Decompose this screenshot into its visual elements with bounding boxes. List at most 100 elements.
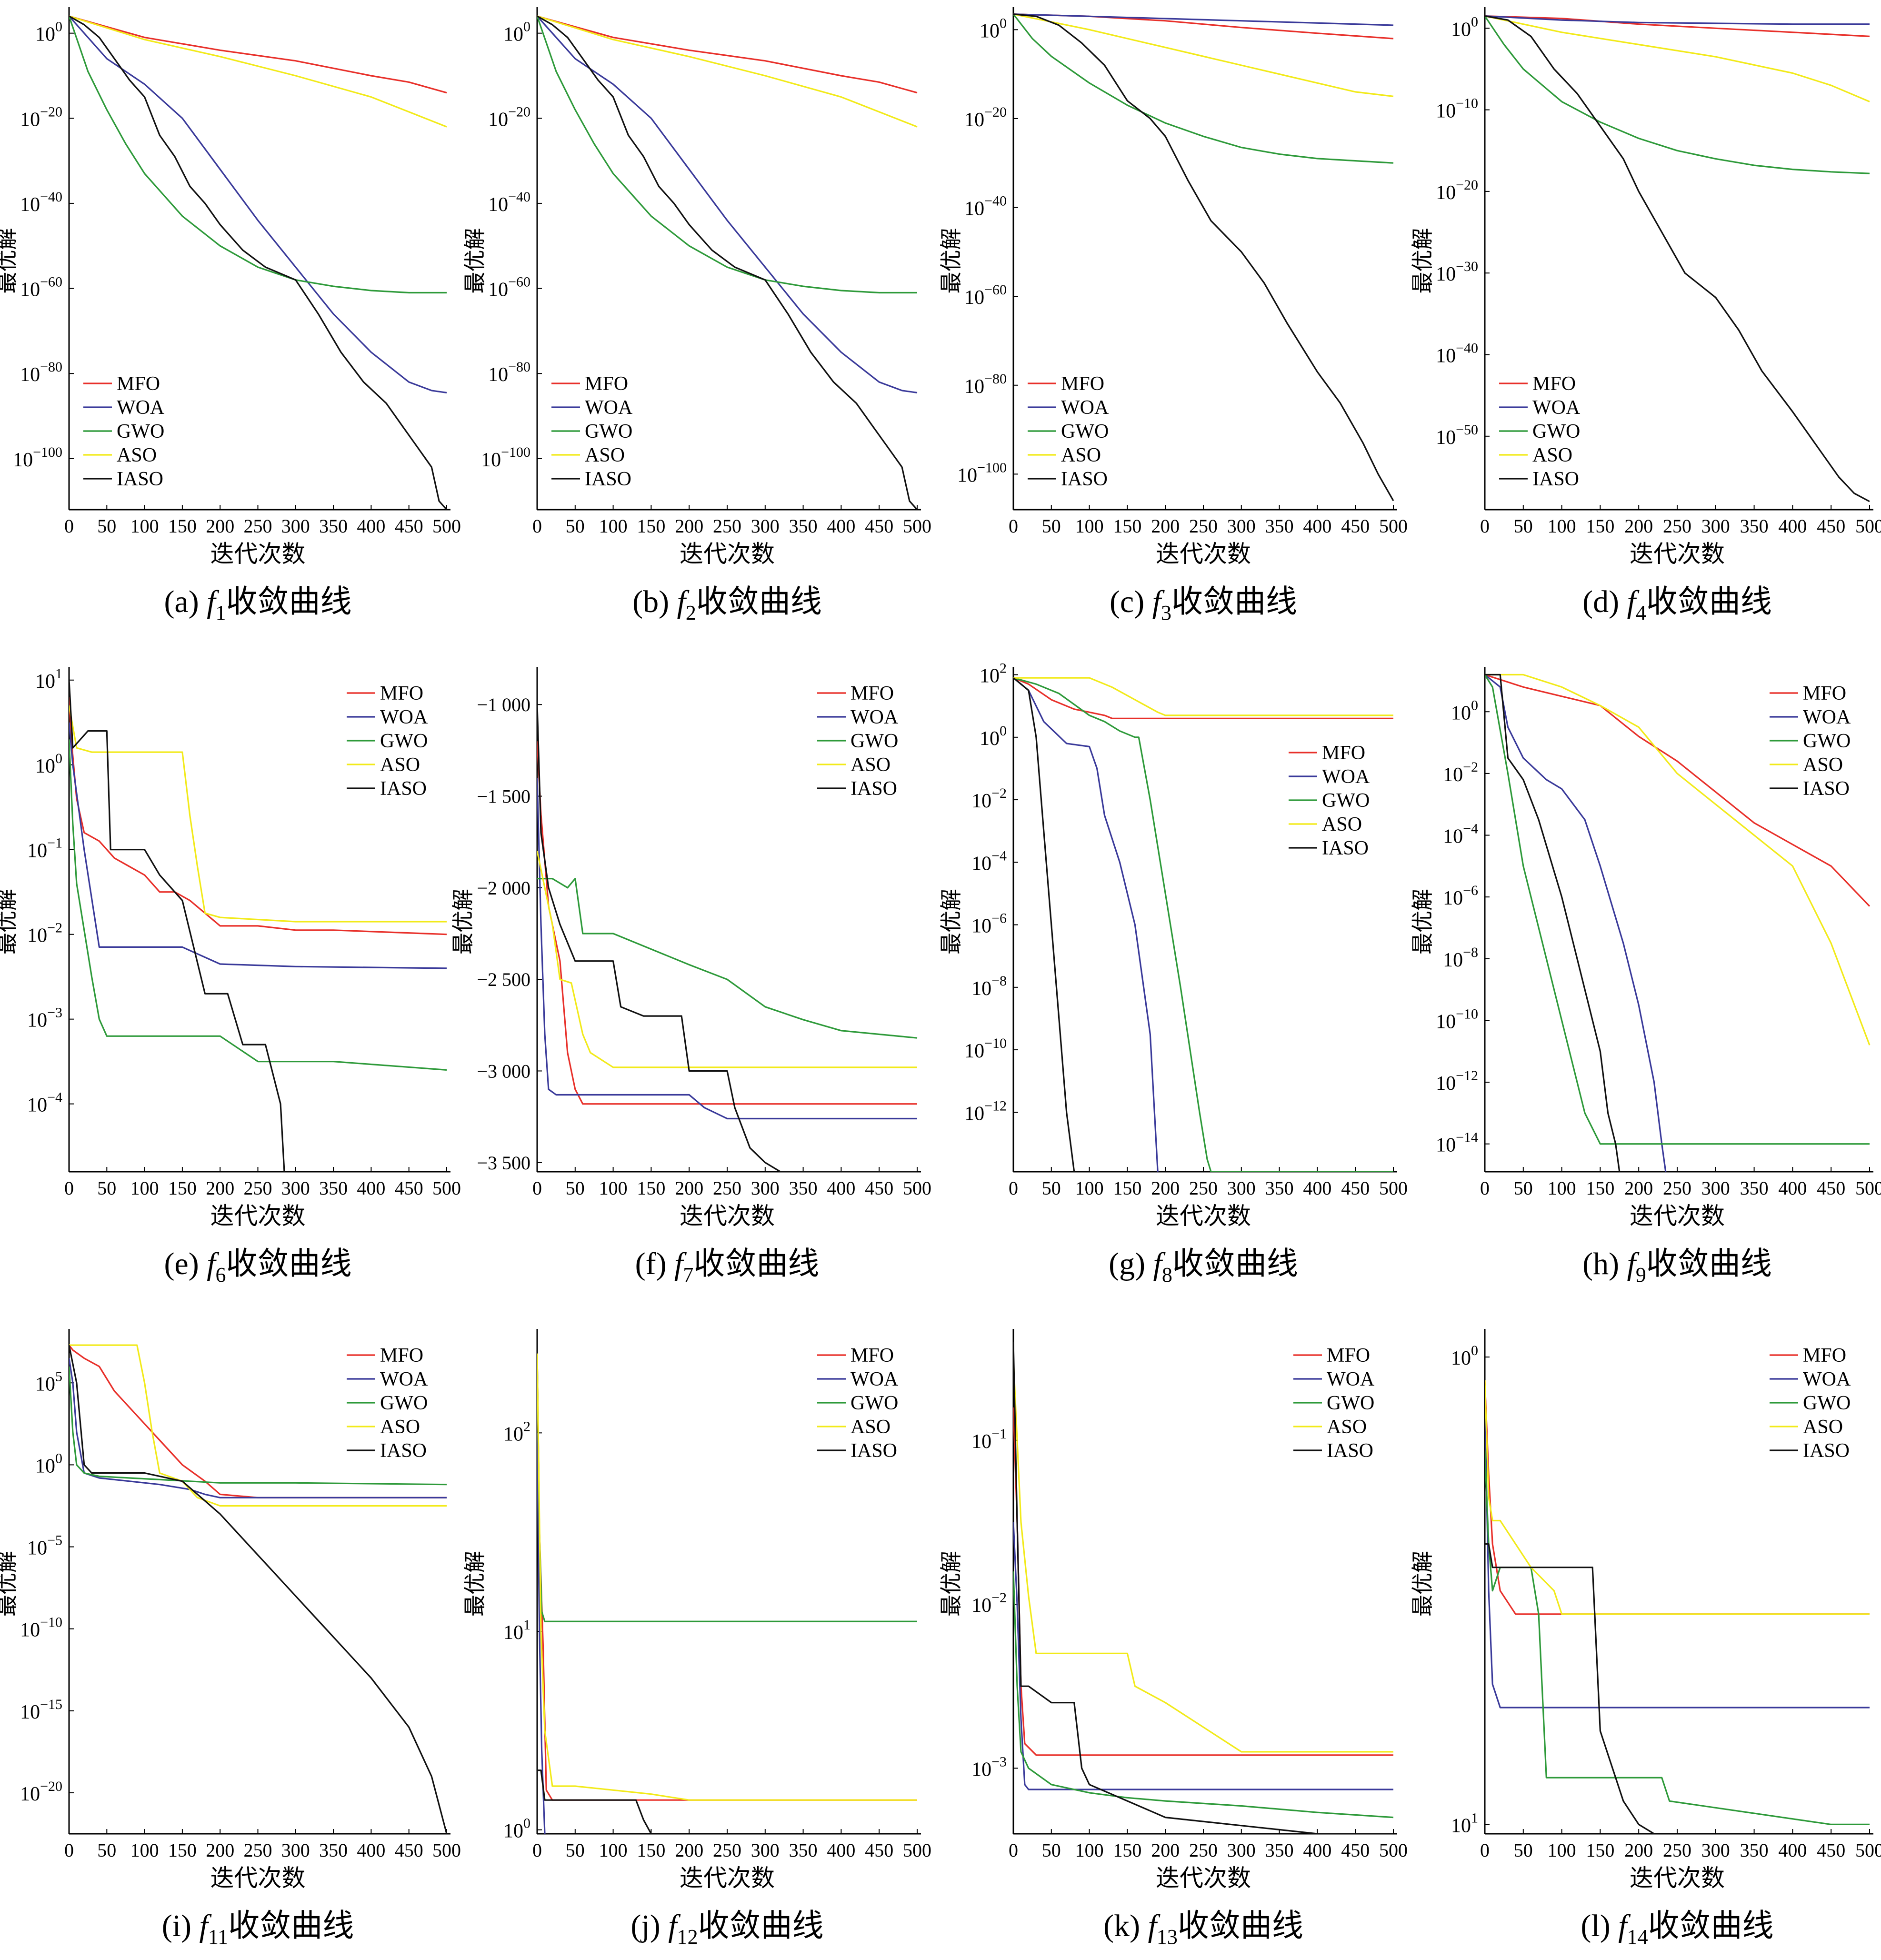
x-tick-label: 0 (532, 1177, 542, 1199)
x-tick-label: 250 (244, 1177, 272, 1199)
x-tick-label: 400 (1303, 515, 1331, 537)
y-tick-label: 10−40 (488, 189, 530, 216)
legend-label-iaso: IASO (1327, 1440, 1373, 1462)
y-tick-label: 10−40 (964, 193, 1007, 220)
y-axis-label: 最优解 (463, 228, 487, 294)
legend-label-gwo: GWO (1532, 421, 1580, 442)
x-tick-label: 150 (1586, 515, 1614, 537)
x-tick-label: 50 (1514, 1839, 1533, 1861)
legend-label-woa: WOA (1061, 397, 1109, 419)
x-tick-label: 50 (97, 1839, 116, 1861)
x-axis-label: 迭代次数 (1630, 1865, 1725, 1891)
legend-label-mfo: MFO (380, 1345, 423, 1367)
x-tick-label: 200 (1624, 1839, 1653, 1861)
legend-label-iaso: IASO (117, 468, 163, 490)
legend-label-gwo: GWO (850, 1392, 898, 1414)
x-axis-label: 迭代次数 (210, 1203, 306, 1229)
x-tick-label: 100 (1548, 515, 1576, 537)
x-tick-label: 350 (789, 1839, 818, 1861)
x-tick-label: 300 (281, 1839, 310, 1861)
legend-label-mfo: MFO (117, 373, 160, 395)
series-line-woa (69, 15, 447, 393)
legend-label-gwo: GWO (380, 730, 428, 752)
y-tick-label: 100 (980, 15, 1007, 42)
x-axis-label: 迭代次数 (680, 1203, 775, 1229)
series-line-iaso (1485, 1543, 1655, 1834)
series-line-iaso (537, 704, 917, 1172)
panel-caption: (a) f1收敛曲线 (164, 584, 351, 624)
x-tick-label: 450 (395, 1177, 423, 1199)
y-tick-label: 10−10 (20, 1615, 62, 1641)
y-tick-label: 10−10 (1436, 96, 1478, 122)
y-tick-label: 10−20 (1436, 177, 1478, 204)
x-tick-label: 0 (532, 515, 542, 537)
series-line-gwo (1013, 1571, 1394, 1819)
legend-label-gwo: GWO (1803, 1392, 1851, 1414)
x-tick-label: 100 (1075, 515, 1104, 537)
x-tick-label: 150 (1586, 1177, 1614, 1199)
x-tick-label: 500 (903, 1839, 931, 1861)
y-tick-label: 10−12 (1436, 1068, 1478, 1095)
x-tick-label: 400 (357, 1839, 385, 1861)
x-tick-label: 0 (1009, 515, 1018, 537)
y-tick-label: 10−2 (27, 920, 62, 947)
x-tick-label: 150 (1113, 515, 1141, 537)
x-tick-label: 250 (713, 1177, 741, 1199)
legend-label-aso: ASO (1532, 444, 1572, 466)
legend-label-woa: WOA (850, 1368, 899, 1390)
chart-panel-b: 0 50 100 150 200 250 300 350 400 450 500 100 10−20 10… (463, 7, 931, 624)
x-tick-label: 300 (1227, 515, 1256, 537)
series-line-gwo (537, 877, 918, 1039)
x-tick-label: 300 (281, 1177, 310, 1199)
y-tick-label: 10−8 (971, 973, 1007, 1000)
y-tick-label: 10−14 (1436, 1130, 1478, 1156)
panel-caption: (b) f2收敛曲线 (632, 584, 822, 624)
legend-label-woa: WOA (850, 706, 899, 728)
x-tick-label: 200 (206, 1177, 234, 1199)
x-tick-label: 500 (432, 1177, 461, 1199)
x-tick-label: 0 (532, 1839, 542, 1861)
y-tick-label: 10−60 (964, 282, 1007, 309)
legend-label-woa: WOA (1327, 1368, 1375, 1390)
x-tick-label: 450 (1817, 1839, 1845, 1861)
x-tick-label: 100 (599, 1177, 628, 1199)
y-tick-label: 10−60 (488, 274, 530, 301)
legend-label-gwo: GWO (380, 1392, 428, 1414)
y-axis-label: 最优解 (0, 1551, 19, 1617)
y-tick-label: 10−20 (488, 104, 530, 131)
series-line-iaso (537, 15, 918, 510)
y-tick-label: 10−60 (20, 274, 62, 301)
x-tick-label: 250 (244, 515, 272, 537)
series-line-iaso (537, 1769, 652, 1834)
chart-panel-d: 0 50 100 150 200 250 300 350 400 450 500 100 10−10 10… (1411, 7, 1881, 624)
series-line-woa (1485, 674, 1667, 1172)
panel-caption: (h) f9收敛曲线 (1582, 1246, 1772, 1287)
y-tick-label: 102 (980, 661, 1007, 687)
x-tick-label: 50 (566, 515, 585, 537)
y-tick-label: 10−4 (971, 848, 1007, 874)
x-tick-label: 450 (1817, 515, 1845, 537)
y-tick-label: 10−30 (1436, 259, 1478, 285)
x-tick-label: 400 (1303, 1839, 1331, 1861)
x-tick-label: 500 (1379, 1177, 1408, 1199)
x-tick-label: 0 (1480, 1177, 1490, 1199)
y-tick-label: 10−20 (20, 1779, 62, 1805)
legend-label-gwo: GWO (585, 421, 632, 442)
y-tick-label: 100 (503, 1816, 530, 1842)
legend-label-mfo: MFO (1803, 683, 1846, 704)
y-tick-label: 10−1 (971, 1426, 1007, 1453)
x-tick-label: 250 (1189, 1177, 1218, 1199)
legend-label-aso: ASO (1327, 1416, 1367, 1438)
x-axis-label: 迭代次数 (1156, 1203, 1251, 1229)
x-tick-label: 450 (865, 1177, 893, 1199)
y-tick-label: 100 (1451, 1343, 1478, 1369)
x-tick-label: 450 (1341, 515, 1370, 537)
y-tick-label: −3 000 (477, 1060, 530, 1082)
x-tick-label: 100 (1075, 1177, 1104, 1199)
series-line-gwo (537, 16, 917, 294)
x-tick-label: 0 (64, 515, 74, 537)
x-tick-label: 150 (168, 1177, 197, 1199)
x-tick-label: 100 (1548, 1177, 1576, 1199)
panel-caption: (c) f3收敛曲线 (1110, 584, 1297, 624)
series-line-woa (1485, 15, 1870, 25)
